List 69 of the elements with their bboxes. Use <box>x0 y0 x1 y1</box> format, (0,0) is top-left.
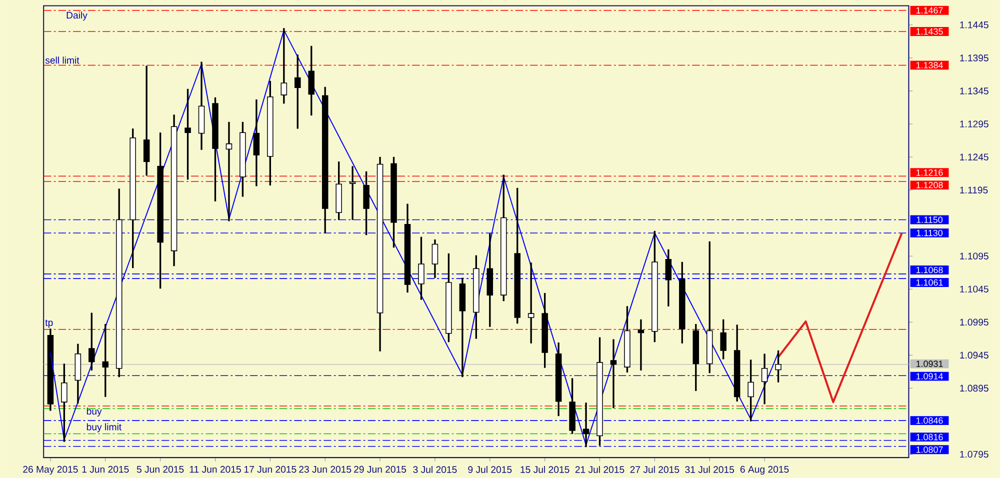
ref-line-label: tp <box>45 320 53 328</box>
ref-line-label: 1.1216 <box>916 169 943 176</box>
x-tick-label: 6 Aug 2015 <box>740 466 789 475</box>
candlestick <box>184 88 191 180</box>
y-tick-label: 1.0995 <box>960 318 988 326</box>
candlestick <box>143 66 150 176</box>
candlestick <box>61 364 68 442</box>
candlestick <box>775 350 782 382</box>
x-tick-label: 15 Jul 2015 <box>520 466 570 474</box>
candlestick <box>720 319 726 360</box>
y-tick-label: 1.1395 <box>960 54 988 62</box>
y-tick-label: 1.1345 <box>960 88 988 94</box>
candlestick <box>582 402 590 448</box>
candlestick <box>102 324 109 397</box>
ref-line-label: 1.1384 <box>916 62 943 68</box>
ref-line-label: 1.0816 <box>916 434 943 440</box>
candlestick <box>349 166 356 220</box>
text: Daily <box>66 12 88 21</box>
candlestick <box>748 360 754 422</box>
x-tick-label: 3 Jul 2015 <box>413 466 457 474</box>
candlestick <box>308 46 315 116</box>
x-tick-label: 11 Jun 2015 <box>190 466 241 473</box>
x-tick-label: 26 May 2015 <box>23 466 78 475</box>
candlestick <box>528 262 534 344</box>
x-tick-label: 21 Jul 2015 <box>575 466 624 474</box>
y-tick-label: 1.1095 <box>960 252 988 260</box>
ref-line-label: 1.1208 <box>916 182 943 188</box>
candlestick <box>294 54 301 129</box>
candlestick <box>665 249 672 306</box>
x-tick-label: 9 Jul 2015 <box>468 466 512 474</box>
candlestick <box>418 236 424 300</box>
ref-line-label: buy <box>86 408 102 417</box>
ref-line-label: 1.1130 <box>916 230 943 236</box>
ref-line-label: 1.1467 <box>916 7 943 14</box>
y-tick-label: 1.1445 <box>960 22 988 28</box>
annotation: sell limit <box>45 56 80 64</box>
y-tick-label: 1.1245 <box>960 154 988 160</box>
ref-line-label: 1.1150 <box>916 216 943 223</box>
ref-line-label: 1.1061 <box>916 279 943 286</box>
x-tick-label: 31 Jul 2015 <box>685 466 734 474</box>
x-tick-label: 23 Jun 2015 <box>299 466 352 473</box>
ref-line-label: buy limit <box>86 423 122 432</box>
ref-line-label: 1.0914 <box>916 373 943 380</box>
x-tick-label: 1 Jun 2015 <box>82 466 129 473</box>
y-tick-label: 1.1045 <box>960 286 988 293</box>
ref-line-label: 1.0931 <box>916 360 943 368</box>
y-tick-label: 1.0895 <box>960 384 988 392</box>
candlestick <box>88 312 95 371</box>
candlestick <box>610 339 617 408</box>
y-tick-label: 1.0945 <box>960 352 988 359</box>
candlestick <box>432 239 438 278</box>
x-tick-label: 5 Jun 2015 <box>136 466 184 473</box>
y-tick-label: 1.0795 <box>960 450 988 458</box>
candlestick <box>253 99 260 186</box>
x-tick-label: 27 Jul 2015 <box>630 466 680 474</box>
candlestick <box>638 319 644 371</box>
y-tick-label: 1.1195 <box>960 186 988 194</box>
candlestick <box>280 28 288 104</box>
candlestick <box>761 354 768 404</box>
x-tick-label: 29 Jun 2015 <box>354 466 406 473</box>
candlestick <box>226 122 232 222</box>
candlestick <box>363 171 370 236</box>
ref-line-label: 1.0807 <box>916 446 943 453</box>
ref-line-label: 1.1435 <box>916 28 943 35</box>
ref-line-label: 1.0846 <box>916 417 943 424</box>
y-tick-label: 1.1295 <box>960 120 988 128</box>
line-series <box>777 232 903 404</box>
ref-line-label: 1.1068 <box>916 266 943 274</box>
x-tick-label: 17 Jun 2015 <box>244 466 296 473</box>
